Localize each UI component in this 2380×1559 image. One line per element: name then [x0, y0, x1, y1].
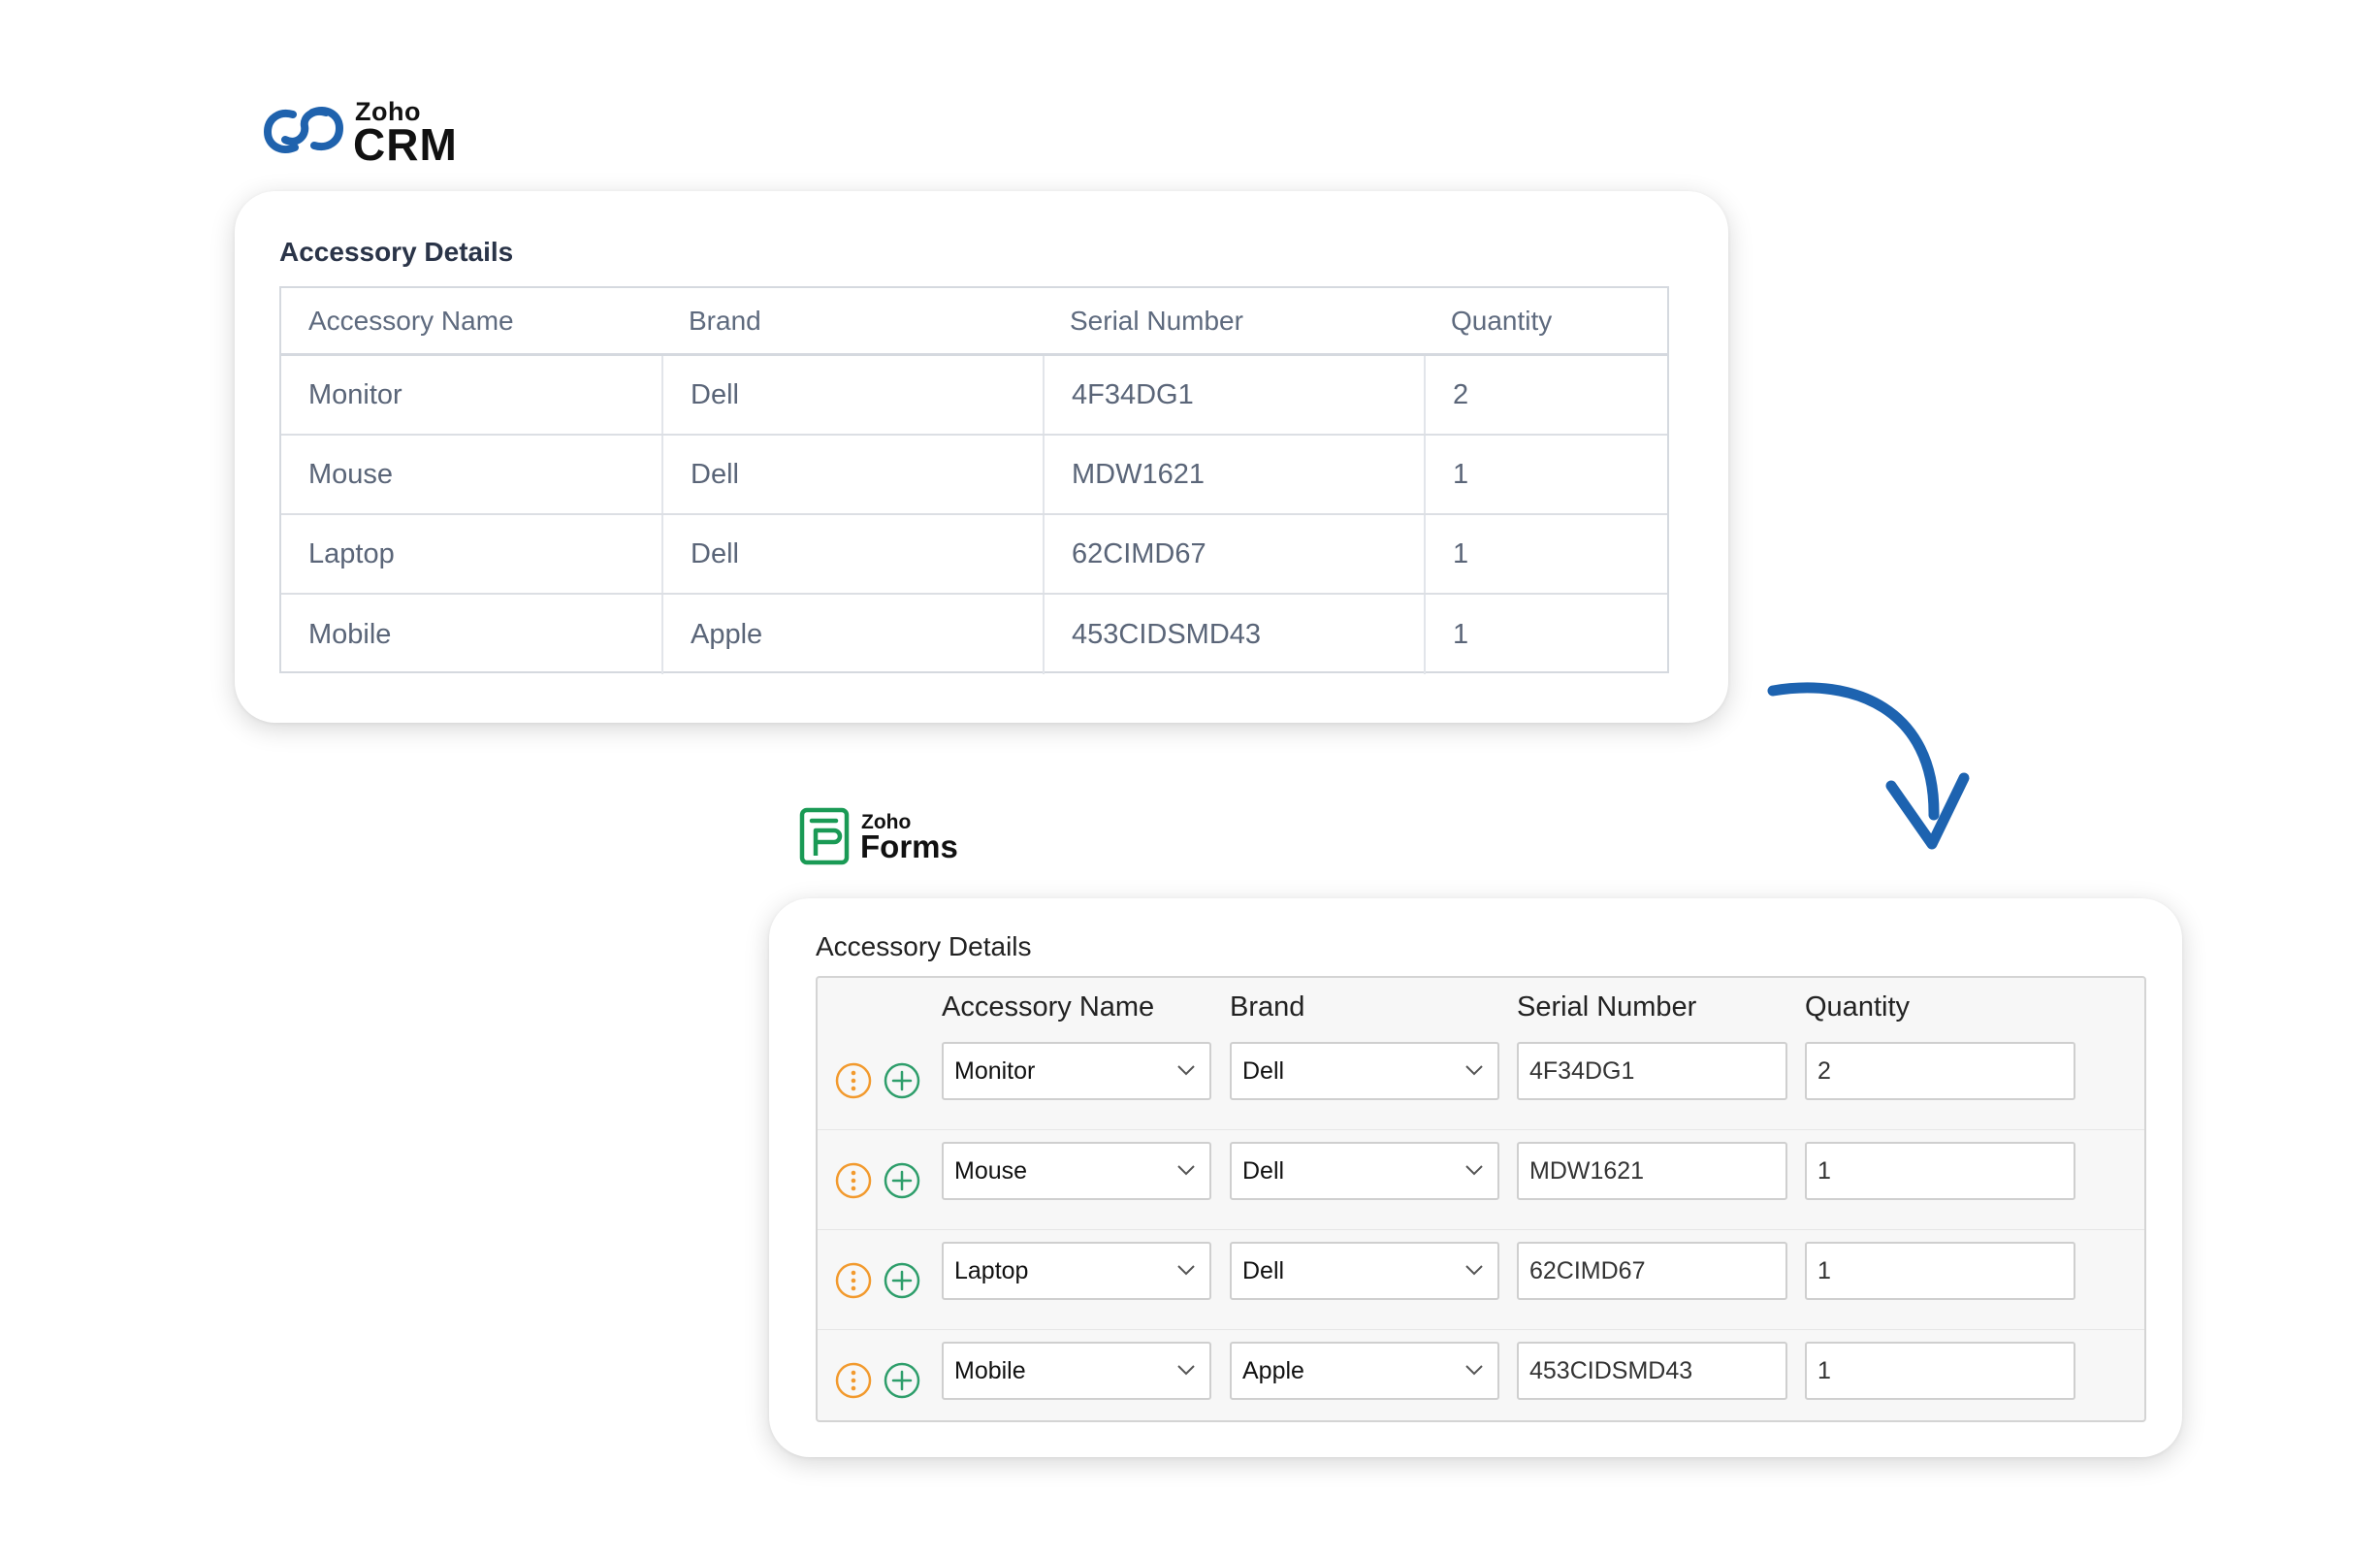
- crm-col-accessory-name: Accessory Name: [308, 305, 514, 336]
- quantity-input[interactable]: 1: [1805, 1142, 2075, 1200]
- cell-quantity: 2: [1424, 356, 1667, 434]
- crm-logo-brand: Zoho: [355, 97, 421, 126]
- subform-row: Mouse Dell MDW1621 1: [818, 1130, 2144, 1230]
- accessory-name-select[interactable]: Mobile: [942, 1342, 1211, 1400]
- crm-section-title: Accessory Details: [279, 237, 514, 267]
- quantity-input[interactable]: 2: [1805, 1042, 2075, 1100]
- chevron-down-icon: [1465, 1165, 1483, 1176]
- plus-circle-icon[interactable]: [884, 1062, 920, 1099]
- zoho-crm-logo-icon: [263, 107, 344, 153]
- chevron-down-icon: [1177, 1365, 1195, 1376]
- chevron-down-icon: [1177, 1065, 1195, 1076]
- chevron-down-icon: [1177, 1165, 1195, 1176]
- cell-serial-number: 62CIMD67: [1043, 515, 1424, 593]
- quantity-input[interactable]: 1: [1805, 1242, 2075, 1300]
- brand-select[interactable]: Dell: [1230, 1242, 1499, 1300]
- brand-value: Dell: [1242, 1156, 1285, 1185]
- crm-col-quantity: Quantity: [1451, 305, 1553, 336]
- cell-quantity: 1: [1424, 436, 1667, 513]
- zoho-forms-logo-icon: [799, 807, 850, 865]
- accessory-name-select[interactable]: Laptop: [942, 1242, 1211, 1300]
- forms-col-accessory-name: Accessory Name: [942, 991, 1155, 1023]
- forms-col-serial-number: Serial Number: [1517, 991, 1697, 1023]
- cell-serial-number: MDW1621: [1043, 436, 1424, 513]
- more-vertical-icon[interactable]: [835, 1362, 872, 1399]
- forms-subform: Accessory Name Brand Serial Number Quant…: [816, 976, 2146, 1422]
- zoho-forms-logo: Zoho Forms: [799, 805, 993, 869]
- table-row: Mouse Dell MDW1621 1: [281, 436, 1667, 515]
- accessory-name-value: Laptop: [954, 1256, 1029, 1284]
- forms-accessory-card: Accessory Details Accessory Name Brand S…: [769, 898, 2182, 1457]
- subform-row: Mobile Apple 453CIDSMD43 1: [818, 1330, 2144, 1429]
- cell-accessory-name: Mouse: [308, 458, 394, 490]
- forms-section-title: Accessory Details: [816, 931, 1032, 961]
- chevron-down-icon: [1465, 1265, 1483, 1276]
- crm-accessory-card: Accessory Details Accessory Name Brand S…: [235, 191, 1728, 723]
- cell-brand: Apple: [661, 595, 1043, 674]
- table-row: Mobile Apple 453CIDSMD43 1: [281, 595, 1667, 674]
- serial-number-input[interactable]: MDW1621: [1517, 1142, 1787, 1200]
- plus-circle-icon[interactable]: [884, 1262, 920, 1299]
- crm-logo-product: CRM: [353, 119, 458, 170]
- zoho-crm-logo: Zoho CRM: [262, 97, 485, 175]
- more-vertical-icon[interactable]: [835, 1262, 872, 1299]
- plus-circle-icon[interactable]: [884, 1362, 920, 1399]
- subform-row: Monitor Dell 4F34DG1 2: [818, 1030, 2144, 1130]
- chevron-down-icon: [1465, 1065, 1483, 1076]
- cell-quantity: 1: [1424, 515, 1667, 593]
- quantity-input[interactable]: 1: [1805, 1342, 2075, 1400]
- brand-select[interactable]: Apple: [1230, 1342, 1499, 1400]
- more-vertical-icon[interactable]: [835, 1162, 872, 1199]
- brand-value: Apple: [1242, 1356, 1304, 1384]
- cell-accessory-name: Laptop: [308, 537, 395, 569]
- accessory-name-select[interactable]: Mouse: [942, 1142, 1211, 1200]
- cell-brand: Dell: [661, 515, 1043, 593]
- accessory-name-value: Mouse: [954, 1156, 1028, 1185]
- curved-arrow-down-icon: [1767, 682, 1970, 850]
- table-row: Monitor Dell 4F34DG1 2: [281, 356, 1667, 436]
- brand-value: Dell: [1242, 1256, 1285, 1284]
- accessory-name-select[interactable]: Monitor: [942, 1042, 1211, 1100]
- brand-select[interactable]: Dell: [1230, 1142, 1499, 1200]
- forms-subform-header: Accessory Name Brand Serial Number Quant…: [818, 978, 2144, 1030]
- forms-logo-product: Forms: [860, 828, 958, 864]
- cell-accessory-name: Monitor: [308, 378, 402, 410]
- accessory-name-value: Monitor: [954, 1056, 1036, 1085]
- cell-brand: Dell: [661, 436, 1043, 513]
- brand-select[interactable]: Dell: [1230, 1042, 1499, 1100]
- subform-row: Laptop Dell 62CIMD67 1: [818, 1230, 2144, 1330]
- forms-col-quantity: Quantity: [1805, 991, 1910, 1023]
- plus-circle-icon[interactable]: [884, 1162, 920, 1199]
- crm-accessory-table: Accessory Name Brand Serial Number Quant…: [279, 286, 1669, 674]
- chevron-down-icon: [1177, 1265, 1195, 1276]
- serial-number-input[interactable]: 4F34DG1: [1517, 1042, 1787, 1100]
- forms-col-brand: Brand: [1230, 991, 1305, 1023]
- accessory-name-value: Mobile: [954, 1356, 1026, 1384]
- crm-col-brand: Brand: [689, 305, 761, 336]
- cell-serial-number: 4F34DG1: [1043, 356, 1424, 434]
- cell-serial-number: 453CIDSMD43: [1043, 595, 1424, 674]
- more-vertical-icon[interactable]: [835, 1062, 872, 1099]
- chevron-down-icon: [1465, 1365, 1483, 1376]
- brand-value: Dell: [1242, 1056, 1285, 1085]
- cell-accessory-name: Mobile: [308, 618, 392, 650]
- crm-col-serial-number: Serial Number: [1070, 305, 1243, 336]
- serial-number-input[interactable]: 453CIDSMD43: [1517, 1342, 1787, 1400]
- table-row: Laptop Dell 62CIMD67 1: [281, 515, 1667, 595]
- serial-number-input[interactable]: 62CIMD67: [1517, 1242, 1787, 1300]
- forms-logo-brand: Zoho: [861, 811, 912, 833]
- cell-brand: Dell: [661, 356, 1043, 434]
- crm-table-header: Accessory Name Brand Serial Number Quant…: [281, 288, 1667, 356]
- cell-quantity: 1: [1424, 595, 1667, 674]
